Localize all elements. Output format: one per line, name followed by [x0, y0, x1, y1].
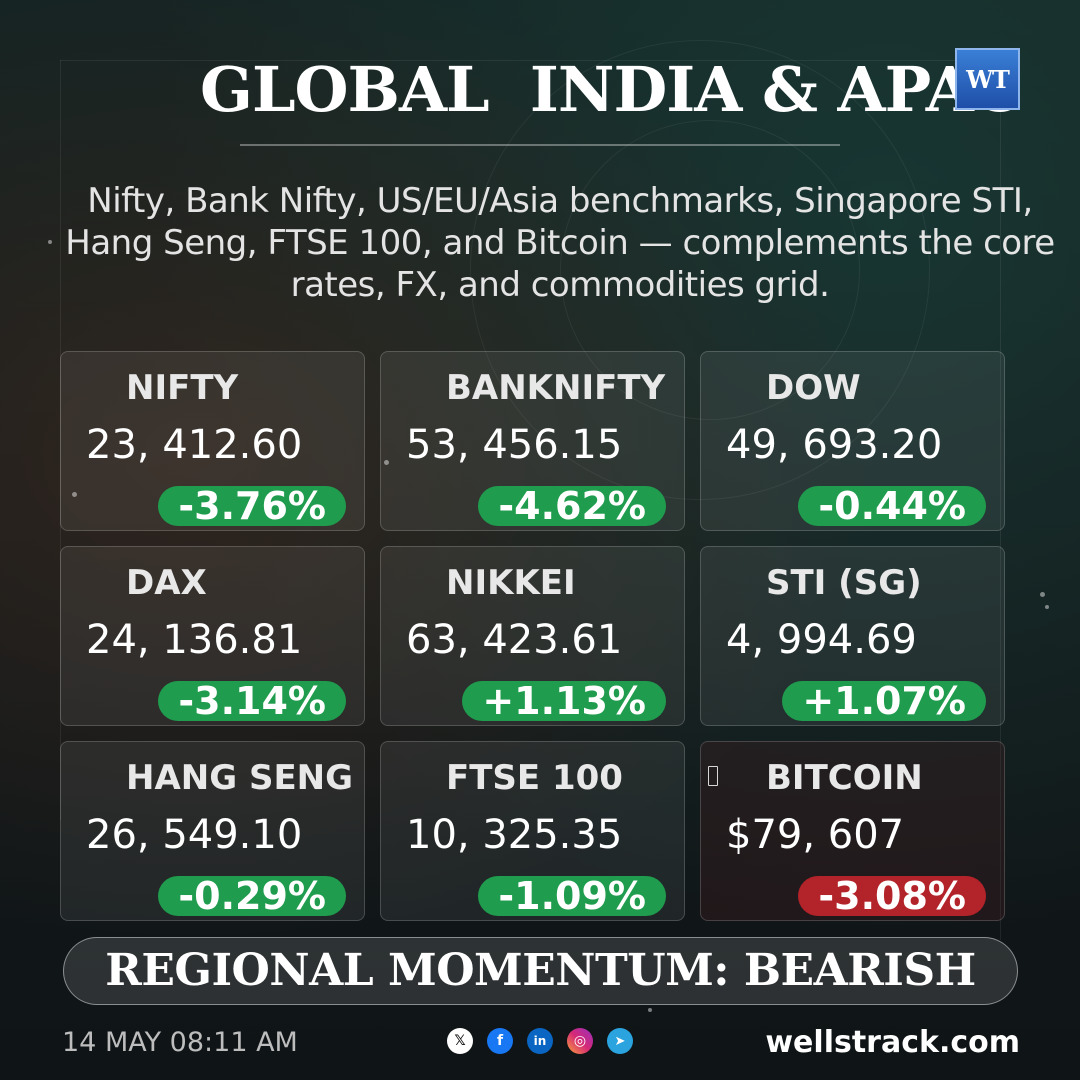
background-ring — [560, 120, 860, 420]
background-line — [1000, 60, 1001, 940]
timestamp: 14 MAY 08:11 AM — [62, 1027, 298, 1058]
index-label: DOW — [766, 368, 861, 408]
telegram-icon[interactable]: ➤ — [607, 1028, 633, 1054]
background-dot — [48, 240, 52, 244]
index-value: 49, 693.20 — [726, 422, 943, 468]
momentum-banner: REGIONAL MOMENTUM: BEARISH — [63, 937, 1018, 1005]
linkedin-icon[interactable]: in — [527, 1028, 553, 1054]
index-label: NIFTY — [126, 368, 239, 408]
background-ring — [470, 40, 930, 500]
background-dot — [1045, 605, 1049, 609]
background-dot — [384, 460, 389, 465]
brand-logo: WT — [955, 48, 1020, 110]
index-card-hangseng: HANG SENG 26, 549.10 -0.29% — [60, 741, 365, 921]
index-card-banknifty: BANKNIFTY 53, 456.15 -4.62% — [380, 351, 685, 531]
instagram-icon[interactable]: ◎ — [567, 1028, 593, 1054]
background-line — [60, 60, 61, 820]
change-badge: -3.14% — [158, 681, 346, 721]
website-link[interactable]: wellstrack.com — [765, 1025, 1020, 1060]
index-value: 26, 549.10 — [86, 812, 303, 858]
title-divider — [240, 144, 840, 146]
index-card-dax: DAX 24, 136.81 -3.14% — [60, 546, 365, 726]
change-badge: -0.29% — [158, 876, 346, 916]
index-card-sti: STI (SG) 4, 994.69 +1.07% — [700, 546, 1005, 726]
index-label: HANG SENG — [126, 758, 354, 798]
x-icon[interactable]: 𝕏 — [447, 1028, 473, 1054]
background-dot — [72, 492, 77, 497]
background-dot — [648, 1008, 652, 1012]
index-value: 23, 412.60 — [86, 422, 303, 468]
background-line — [60, 60, 1000, 61]
background-dot — [1040, 592, 1045, 597]
index-label: BITCOIN — [766, 758, 923, 798]
index-value: 24, 136.81 — [86, 617, 303, 663]
change-badge: +1.13% — [462, 681, 666, 721]
index-card-ftse100: FTSE 100 10, 325.35 -1.09% — [380, 741, 685, 921]
facebook-icon[interactable]: f — [487, 1028, 513, 1054]
page-subtitle: Nifty, Bank Nifty, US/EU/Asia benchmarks… — [65, 181, 1055, 305]
index-card-bitcoin: BITCOIN $79, 607 -3.08% — [700, 741, 1005, 921]
index-card-nikkei: NIKKEI 63, 423.61 +1.13% — [380, 546, 685, 726]
alert-icon — [708, 766, 718, 786]
change-badge: +1.07% — [782, 681, 986, 721]
index-value: 63, 423.61 — [406, 617, 623, 663]
index-value: 4, 994.69 — [726, 617, 917, 663]
change-badge: -4.62% — [478, 486, 666, 526]
change-badge: -1.09% — [478, 876, 666, 916]
change-badge: -0.44% — [798, 486, 986, 526]
page-title: GLOBAL INDIA & APAC — [200, 53, 1022, 126]
index-value: 53, 456.15 — [406, 422, 623, 468]
index-card-dow: DOW 49, 693.20 -0.44% — [700, 351, 1005, 531]
index-value: 10, 325.35 — [406, 812, 623, 858]
change-badge: -3.08% — [798, 876, 986, 916]
index-label: FTSE 100 — [446, 758, 623, 798]
index-label: STI (SG) — [766, 563, 922, 603]
change-badge: -3.76% — [158, 486, 346, 526]
index-label: DAX — [126, 563, 207, 603]
index-label: BANKNIFTY — [446, 368, 666, 408]
index-value: $79, 607 — [726, 812, 905, 858]
index-card-nifty: NIFTY 23, 412.60 -3.76% — [60, 351, 365, 531]
index-label: NIKKEI — [446, 563, 576, 603]
